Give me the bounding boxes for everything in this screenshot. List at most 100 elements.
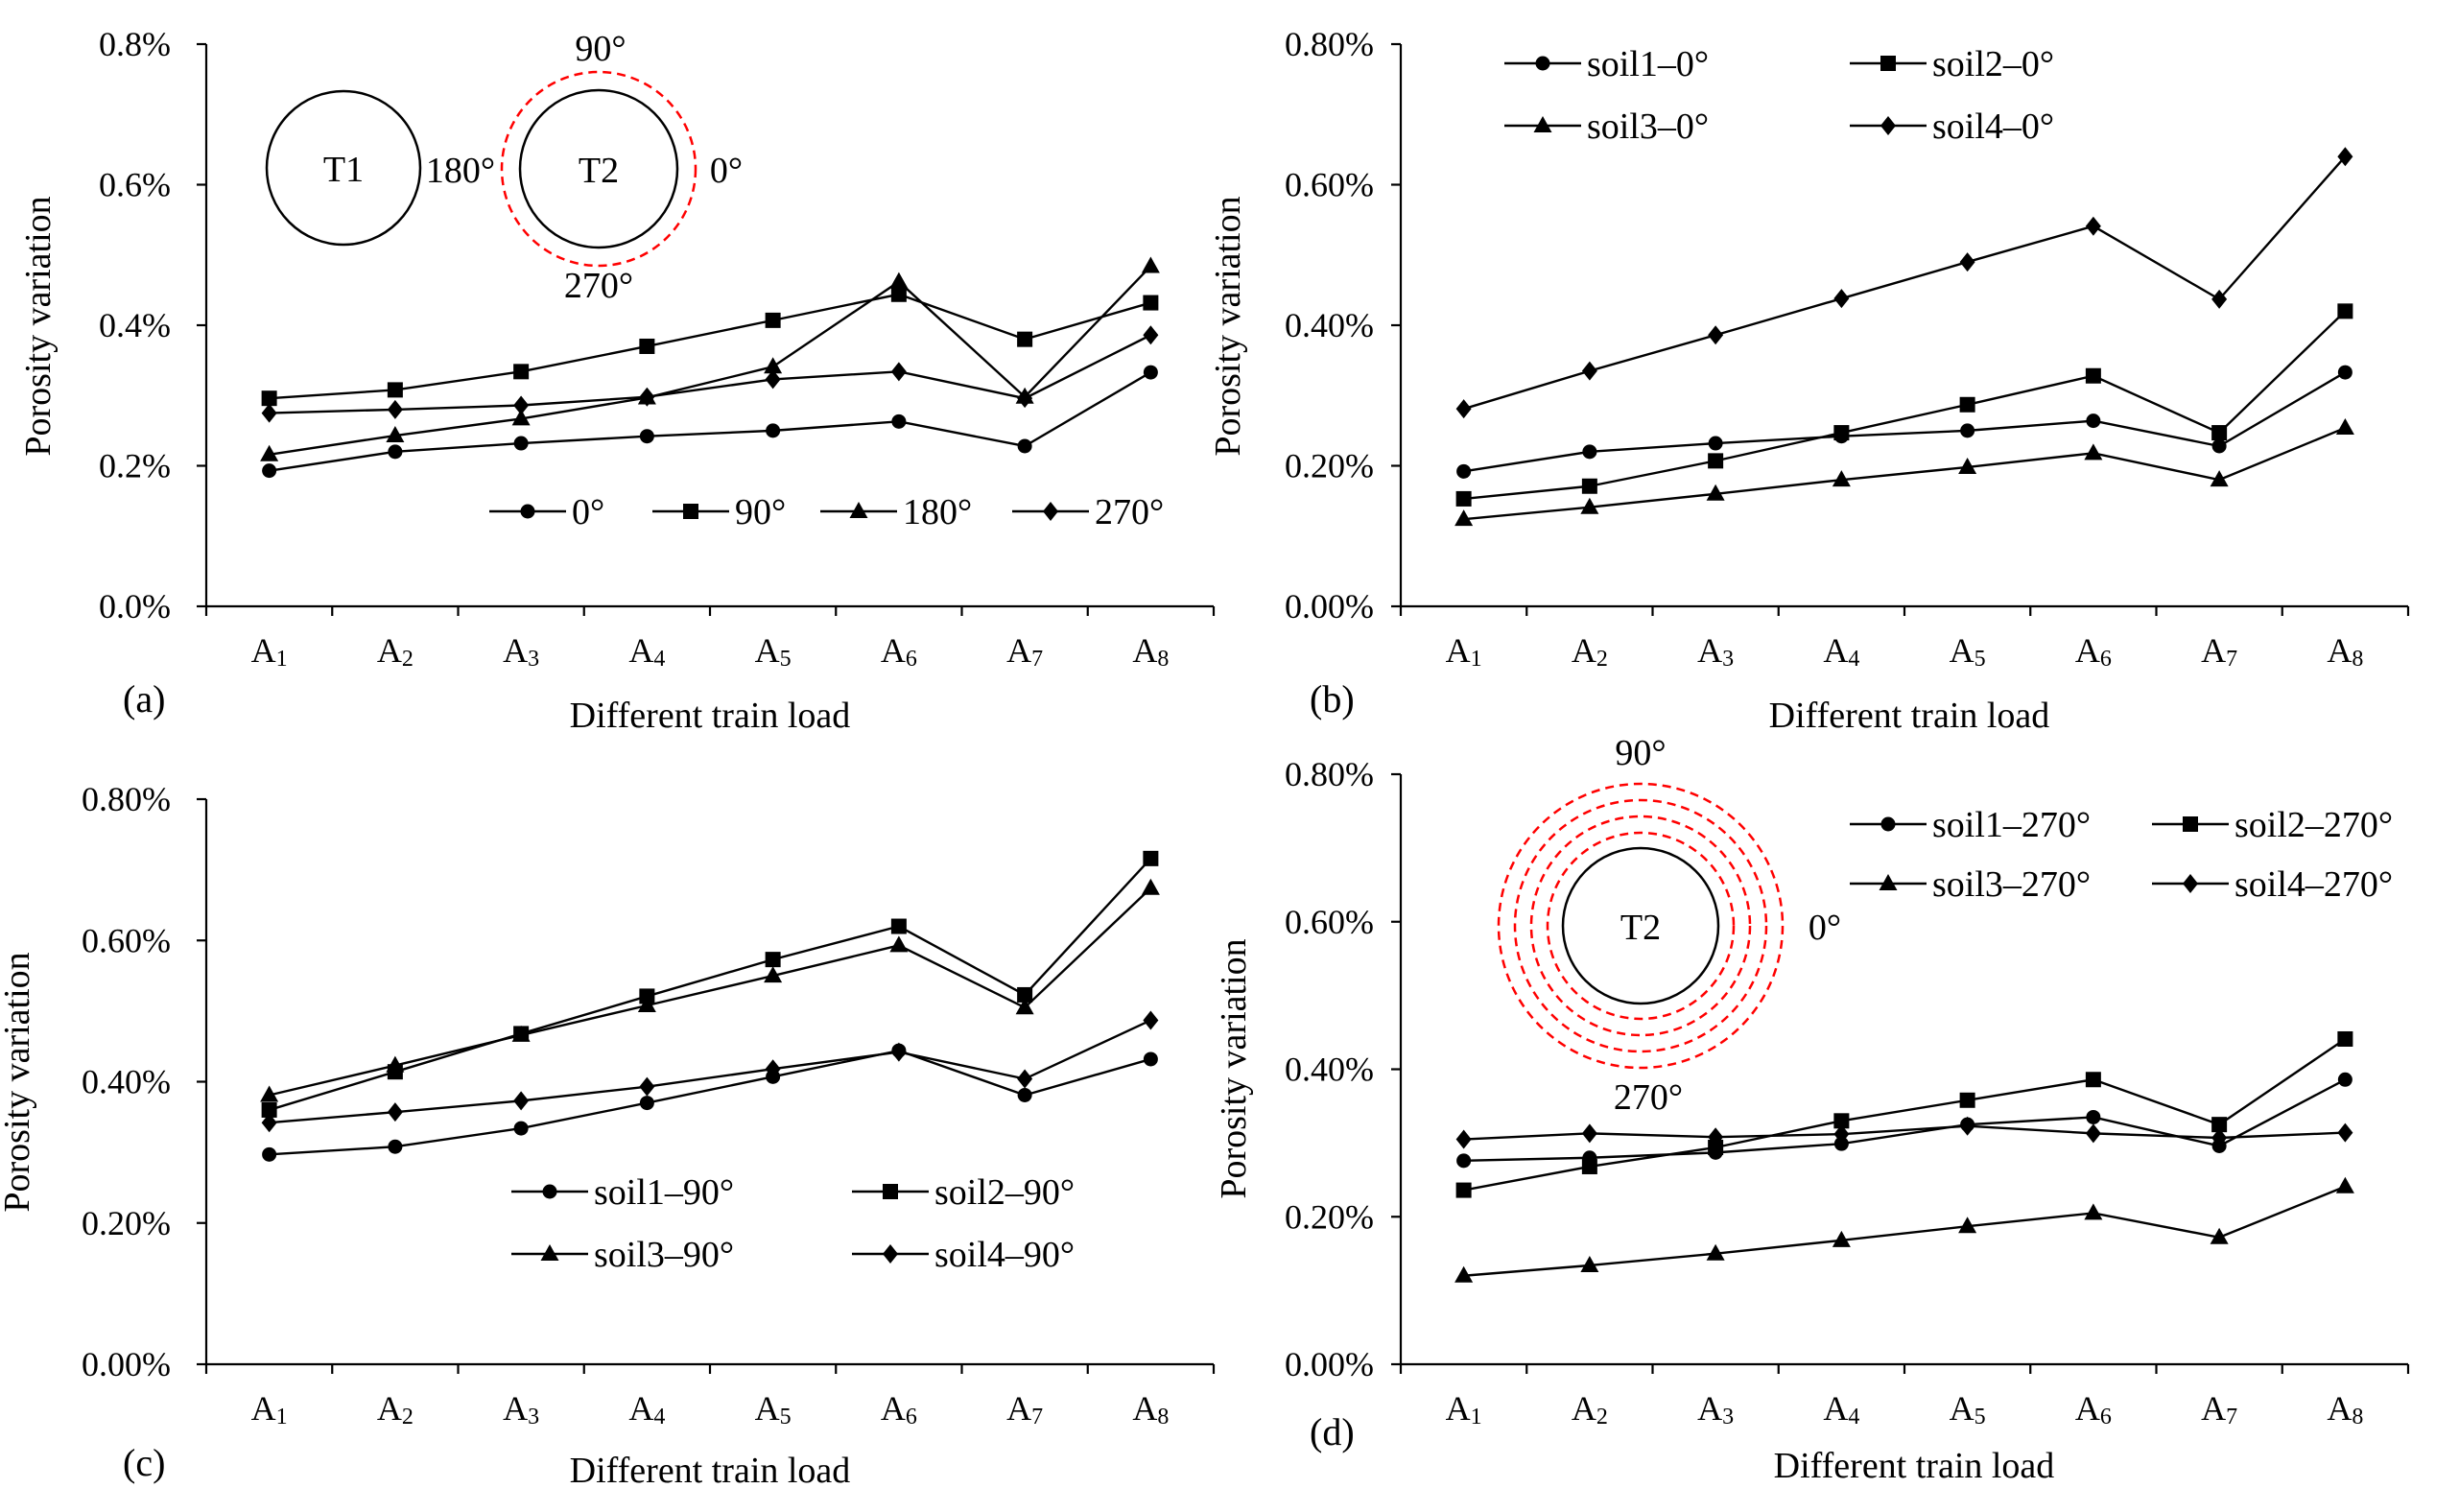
series-line — [269, 334, 1151, 414]
legend-item: soil2–270° — [2152, 805, 2393, 845]
series-square — [261, 850, 1159, 1118]
data-point — [1708, 1139, 1724, 1155]
data-point — [1455, 490, 1472, 507]
data-point — [1455, 1129, 1472, 1149]
y-tick-label: 0.60% — [1285, 166, 1374, 204]
soil-ring-dashed — [1497, 782, 1785, 1070]
data-point — [639, 387, 655, 407]
data-point — [2085, 367, 2101, 384]
x-tick-label: A6 — [2075, 1389, 2112, 1429]
y-tick-label: 0.00% — [1285, 1345, 1374, 1383]
x-tick-label-main: A — [1823, 631, 1848, 670]
data-point — [2337, 1072, 2353, 1087]
data-point — [1143, 1051, 1158, 1067]
series-circle — [262, 365, 1158, 479]
data-point — [261, 1113, 277, 1133]
legend-marker — [1533, 116, 1552, 132]
series-square — [261, 286, 1159, 407]
data-point — [890, 1042, 907, 1062]
data-point — [2337, 365, 2353, 380]
legend-marker — [683, 504, 698, 519]
legend-label: soil1–0° — [1587, 44, 1709, 84]
soil-ring-dashed — [500, 70, 698, 268]
chart-panel-d: 0.00%0.20%0.40%0.60%0.80%A1 A2 A3 A4 A5 A6 A7 A… — [1214, 755, 2410, 1486]
data-point — [511, 1025, 531, 1042]
data-point — [1143, 1010, 1159, 1030]
y-tick-label: 0.00% — [1285, 587, 1374, 626]
data-point — [1708, 453, 1724, 469]
x-tick-label-main: A — [1697, 1389, 1722, 1428]
x-tick-label-main: A — [1132, 631, 1157, 670]
data-point — [262, 463, 277, 479]
chart-panel-b: 0.00%0.20%0.40%0.60%0.80%A1 A2 A3 A4 A5 A6 A7 A… — [1208, 25, 2410, 736]
series-line — [1463, 1124, 2346, 1141]
legend-marker — [520, 504, 535, 519]
legend-item: soil2–90° — [852, 1172, 1075, 1213]
data-point — [262, 1146, 277, 1162]
legend-item: 0° — [489, 492, 604, 532]
data-point — [639, 1096, 654, 1111]
series-diamond — [1455, 1116, 2353, 1149]
x-tick-label-subscript: 5 — [1974, 647, 1986, 672]
data-point — [387, 399, 403, 419]
x-tick-label: A7 — [2201, 1389, 2237, 1429]
x-axis-title: Different train load — [570, 1451, 851, 1491]
legend-label: soil2–0° — [1932, 44, 2054, 84]
x-tick-label: A2 — [1572, 1389, 1608, 1429]
data-point — [1456, 1153, 1472, 1169]
legend-item: 180° — [820, 492, 972, 532]
angle-label-top: 90° — [575, 29, 626, 69]
x-tick-label-main: A — [755, 631, 780, 670]
data-point — [260, 1085, 279, 1102]
data-point — [1833, 1113, 1850, 1129]
series-diamond — [1455, 147, 2353, 419]
series-line — [1463, 371, 2346, 473]
x-tick-label: A1 — [1446, 631, 1482, 672]
legend-label: soil1–90° — [594, 1172, 734, 1213]
x-tick-label: A6 — [881, 631, 917, 672]
data-point — [890, 286, 907, 302]
x-tick-label: A4 — [1823, 1389, 1859, 1429]
data-point — [2337, 147, 2353, 167]
data-point — [388, 444, 403, 460]
data-point — [1143, 365, 1158, 380]
angle-label-bottom: 270° — [564, 266, 633, 306]
series-square — [1455, 1030, 2353, 1198]
x-tick-label-subscript: 8 — [1157, 647, 1169, 672]
panel-label: (d) — [1310, 1410, 1355, 1453]
x-tick-label-subscript: 1 — [276, 1405, 288, 1429]
legend-item: soil1–270° — [1850, 805, 2091, 845]
soil-ring-dashed — [1529, 815, 1752, 1037]
x-tick-label: A8 — [2327, 1389, 2363, 1429]
tunnel-t1-label: T1 — [323, 150, 364, 190]
x-tick-label-main: A — [2075, 1389, 2100, 1428]
data-point — [2337, 1030, 2353, 1047]
x-tick-label: A1 — [251, 631, 288, 672]
data-point — [765, 952, 781, 968]
panel-label: (a) — [123, 677, 165, 721]
data-point — [2337, 1122, 2353, 1143]
x-tick-label-main: A — [1950, 631, 1974, 670]
data-point — [891, 413, 907, 429]
x-tick-label-subscript: 8 — [2352, 1405, 2363, 1429]
y-tick-label: 0.8% — [99, 25, 171, 63]
tunnel-t2-circle — [1561, 846, 1720, 1005]
x-tick-label-main: A — [377, 1389, 402, 1428]
soil-ring-dashed — [1513, 798, 1768, 1053]
legend-label: 270° — [1095, 492, 1164, 532]
data-point — [513, 1091, 530, 1111]
series-triangle — [1454, 1176, 2354, 1283]
legend-label: soil4–90° — [934, 1235, 1075, 1275]
series-circle — [1456, 365, 2353, 479]
legend-marker — [1043, 502, 1058, 521]
series-line — [1463, 1185, 2346, 1277]
y-tick-label: 0.20% — [1285, 1197, 1374, 1236]
series-triangle — [260, 256, 1160, 461]
data-point — [1017, 389, 1033, 409]
series-line — [1463, 426, 2346, 521]
data-point — [261, 1101, 277, 1118]
data-point — [1581, 1123, 1597, 1144]
data-point — [765, 369, 781, 390]
x-tick-label: A4 — [1823, 631, 1859, 672]
data-point — [1581, 478, 1597, 494]
